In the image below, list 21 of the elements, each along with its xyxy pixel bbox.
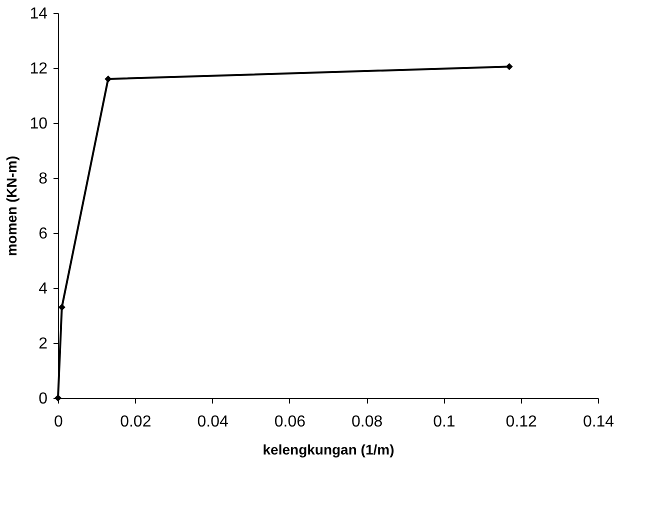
point: [506, 63, 513, 70]
x-tick-label: 0: [54, 414, 64, 430]
x-tick-label: 0.04: [197, 414, 228, 430]
x-tick-label: 0.06: [274, 414, 306, 430]
x-tick-label: 0.1: [433, 414, 456, 430]
y-tick-label: 12: [30, 60, 48, 78]
x-axis-title: kelengkungan (1/m): [262, 442, 394, 458]
y-tick-label: 4: [38, 280, 48, 298]
y-tick-label: 8: [38, 170, 48, 188]
y-tick-label: 0: [38, 390, 48, 408]
x-tick-label: 0.12: [506, 414, 538, 430]
y-tick-label: 14: [30, 6, 48, 22]
x-tick-label: 0.02: [120, 414, 152, 430]
x-tick-label: 0.08: [352, 414, 383, 430]
y-tick-label: 10: [30, 116, 48, 132]
x-tick-label: 0.14: [582, 414, 614, 430]
y-axis-title: momen (KN-m): [4, 156, 20, 256]
point: [104, 75, 112, 83]
y-tick-label: 2: [38, 336, 48, 352]
y-tick-label: 6: [38, 226, 48, 242]
point: [58, 304, 66, 311]
